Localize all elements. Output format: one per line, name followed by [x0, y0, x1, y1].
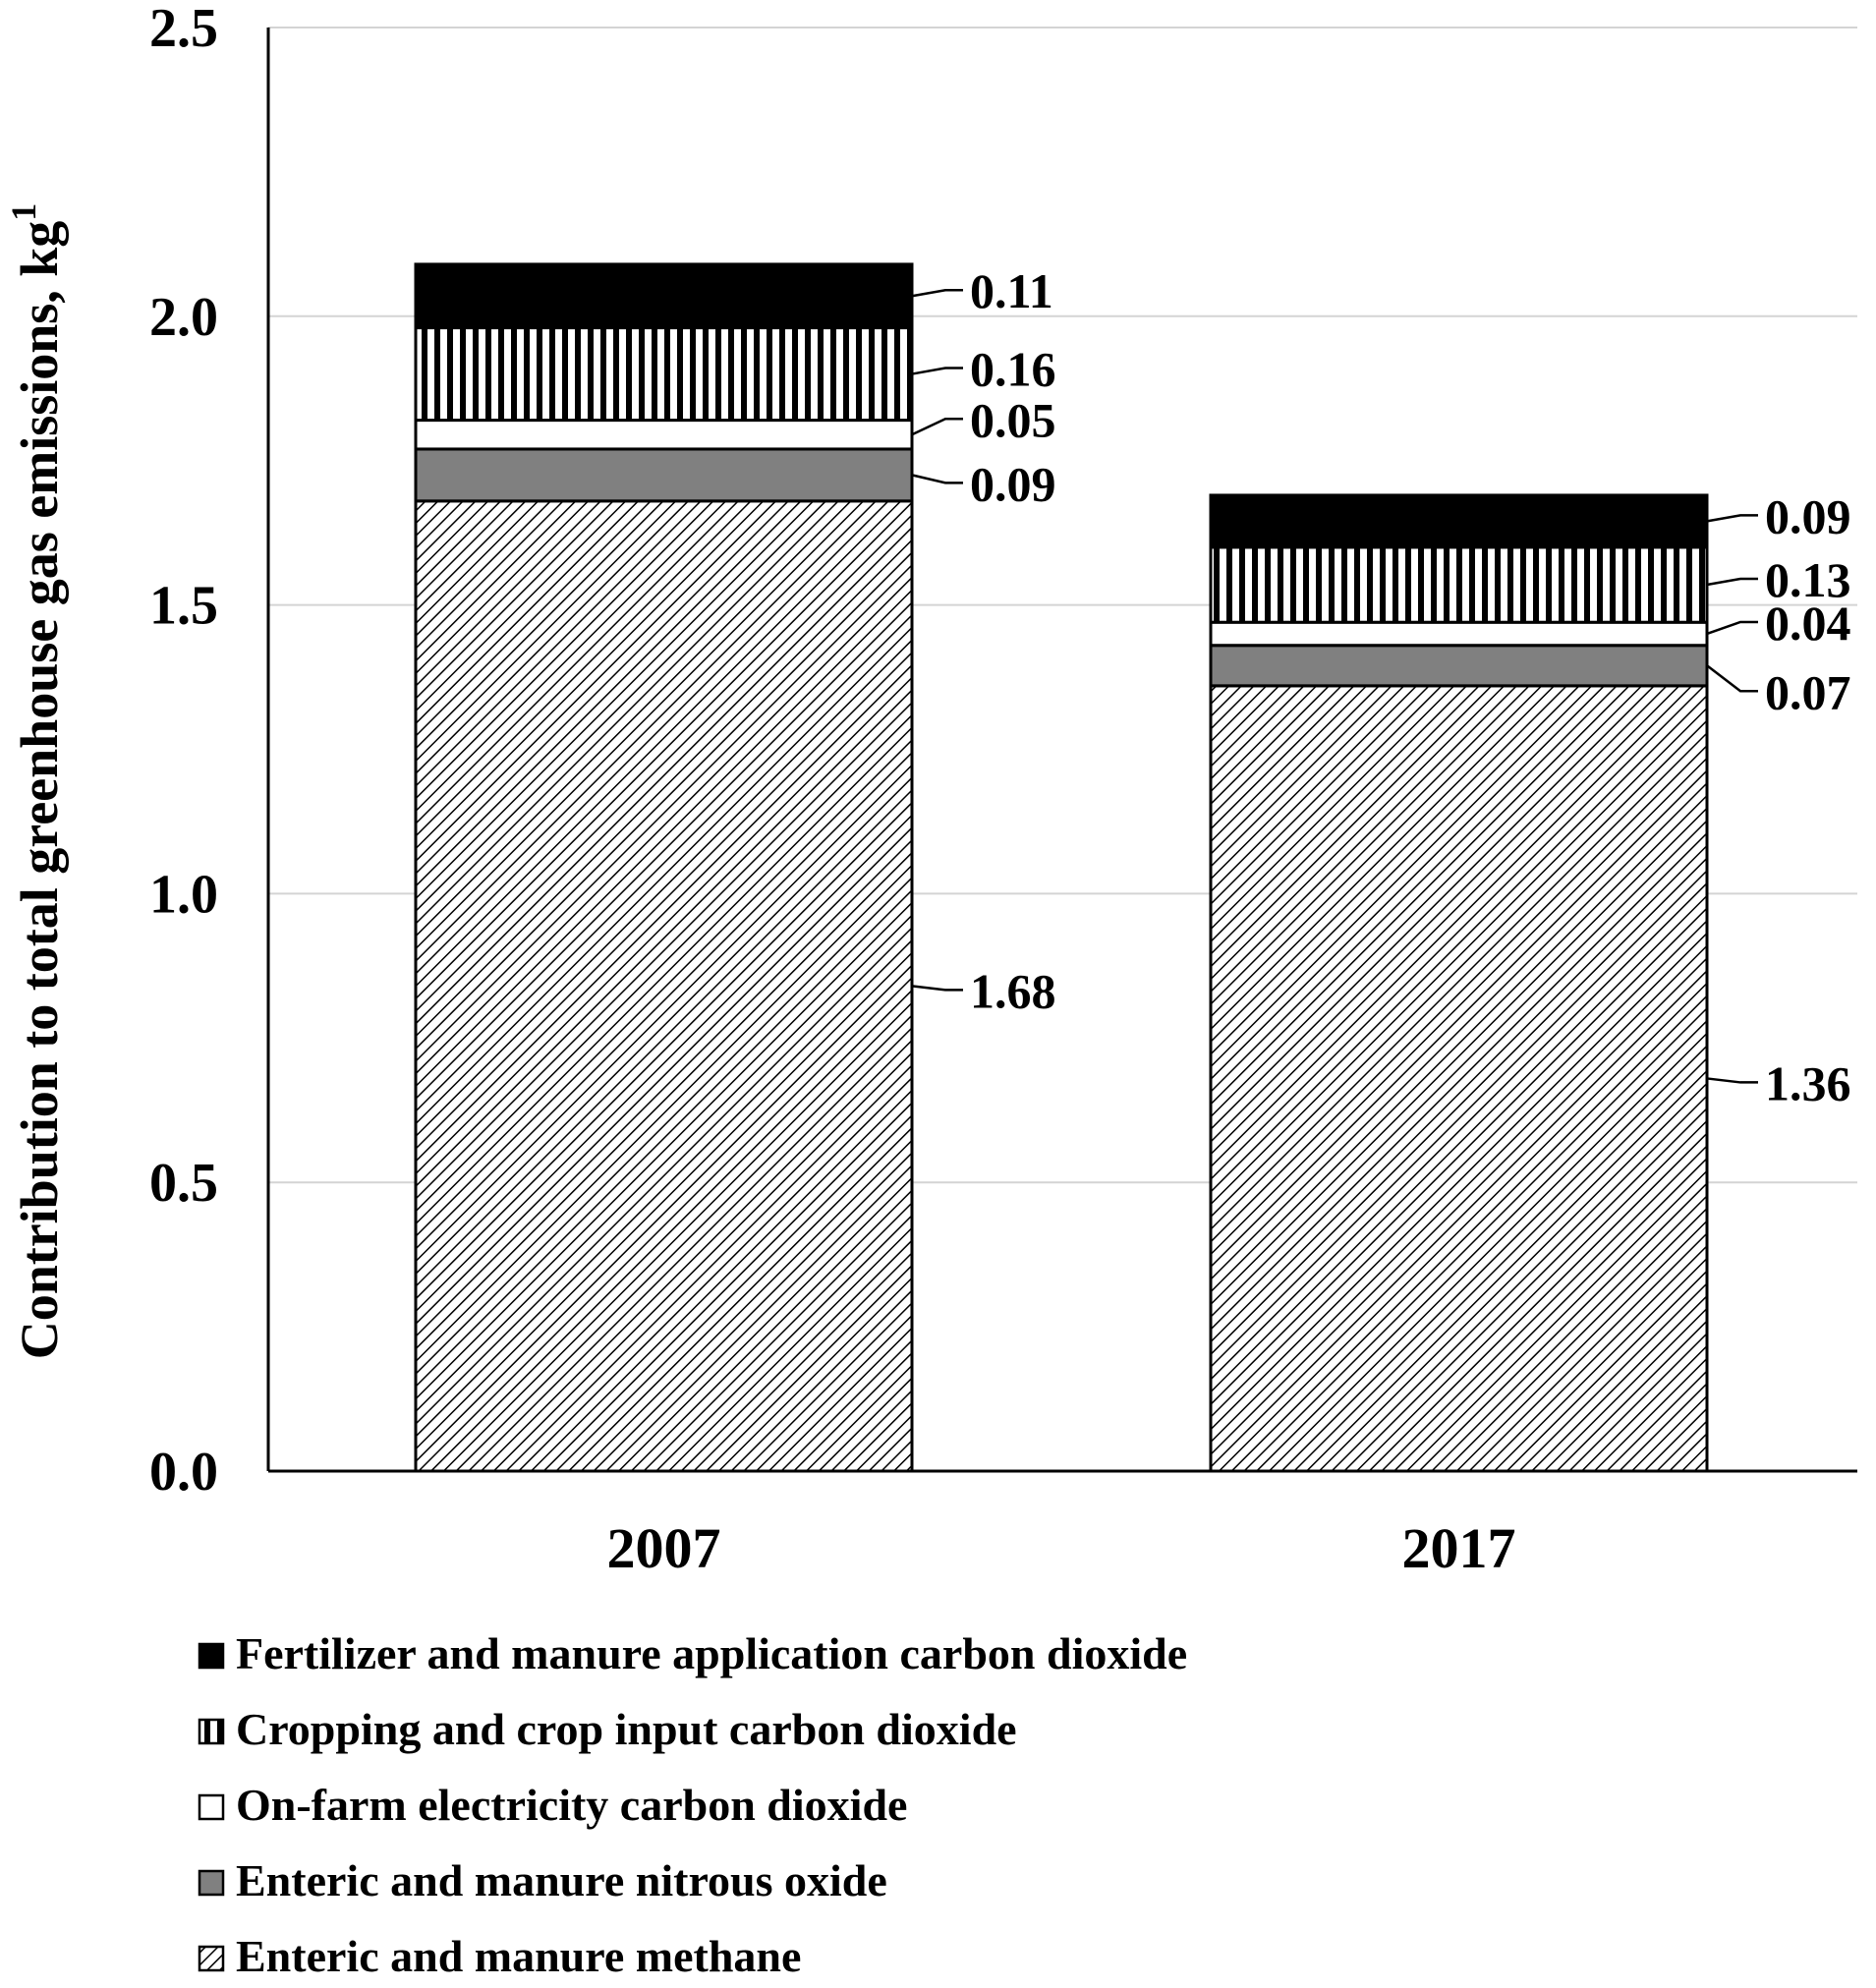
y-tick-label: 0.0 [149, 1442, 218, 1503]
y-axis-title-superscript: 1 [4, 203, 43, 221]
data-label: 0.09 [1765, 488, 1851, 543]
data-label: 0.11 [970, 263, 1053, 318]
legend: Fertilizer and manure application carbon… [198, 1628, 1187, 1981]
data-label-leader [1706, 664, 1758, 693]
y-tick-label: 1.5 [149, 576, 218, 637]
data-label-leader [1706, 514, 1758, 523]
legend-swatch [198, 1642, 225, 1670]
legend-label: Enteric and manure nitrous oxide [236, 1855, 887, 1905]
bar-segment [1209, 684, 1709, 1473]
legend-label: On-farm electricity carbon dioxide [236, 1780, 907, 1830]
bar-segment [1209, 493, 1709, 549]
data-label-leader [911, 288, 963, 298]
legend-swatch [198, 1793, 225, 1821]
data-label: 0.09 [970, 456, 1056, 511]
x-tick-label: 2017 [1402, 1516, 1516, 1580]
data-label: 1.68 [970, 963, 1056, 1018]
data-label-leader [911, 985, 963, 992]
bar-segment [1209, 545, 1709, 624]
y-axis-title-text: Contribution to total greenhouse gas emi… [10, 221, 69, 1360]
bar-segment [414, 447, 914, 503]
y-tick-label: 2.5 [149, 0, 218, 59]
y-tick-label: 2.0 [149, 287, 218, 348]
bars [414, 262, 1709, 1473]
bar-segment [1209, 644, 1709, 688]
data-labels: 1.68 0.09 0.050.16 0.11 1.36 0.07 0.040.13 0.09 [911, 263, 1851, 1110]
data-label: 0.05 [970, 392, 1056, 447]
legend-swatch [198, 1945, 225, 1972]
legend-swatch [198, 1869, 225, 1897]
bar-segment [414, 419, 914, 451]
y-axis-title: Contribution to total greenhouse gas emi… [4, 203, 69, 1360]
data-label-leader [1706, 620, 1758, 636]
legend-label: Fertilizer and manure application carbon… [236, 1628, 1187, 1678]
data-label-leader [911, 474, 963, 484]
data-label-leader [1706, 577, 1758, 587]
bar-segment [414, 326, 914, 423]
legend-label: Cropping and crop input carbon dioxide [236, 1704, 1017, 1754]
data-label-leader [1706, 1077, 1758, 1084]
y-tick-label: 1.0 [149, 864, 218, 925]
data-label-leader [911, 367, 963, 375]
axes: 0.0 0.5 1.0 1.5 2.0 2.5 2007 2017 [149, 0, 1857, 1580]
y-tick-label: 0.5 [149, 1153, 218, 1214]
bar-segment [1209, 620, 1709, 648]
data-label: 0.16 [970, 342, 1056, 397]
data-label: 1.36 [1765, 1055, 1851, 1110]
x-tick-label: 2007 [607, 1516, 721, 1580]
data-label: 0.04 [1765, 596, 1851, 651]
legend-label: Enteric and manure methane [236, 1931, 801, 1981]
bar-segment [414, 499, 914, 1473]
data-label: 0.07 [1765, 664, 1851, 719]
bar-segment [414, 262, 914, 330]
legend-swatch [198, 1718, 225, 1745]
data-label: 0.13 [1765, 552, 1851, 607]
data-label-leader [911, 418, 963, 436]
